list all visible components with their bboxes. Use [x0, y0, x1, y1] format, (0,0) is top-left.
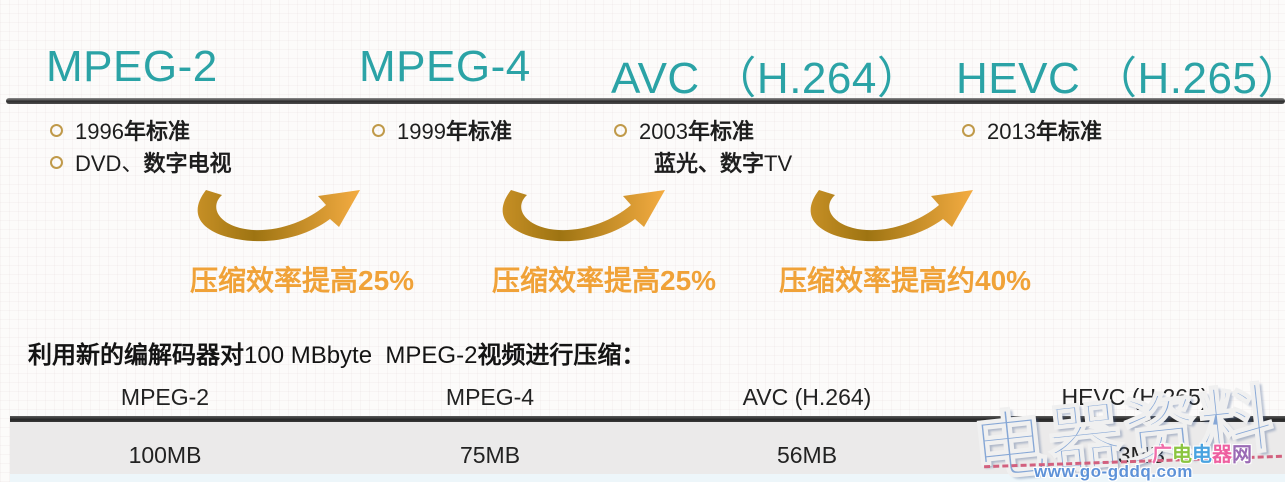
note-bold-suffix: 视频进行压缩： [477, 342, 646, 369]
fact-text: 2013年标准 [987, 119, 1102, 144]
table-value-avc: 56MB [776, 442, 838, 468]
table-header-hevc: HEVC (H.265) [1061, 384, 1209, 410]
bullet-icon [372, 123, 385, 137]
fact-text: 2003年标准 [639, 119, 754, 144]
bullet-icon [50, 155, 63, 169]
table-value-hevc: 33MB [1104, 442, 1166, 468]
codec-title-mpeg4: MPEG-4 [359, 42, 531, 91]
bullet-icon [50, 123, 63, 137]
table-bottom-strip [10, 474, 1285, 482]
efficiency-gain-label: 压缩效率提高25% [492, 265, 717, 296]
table-header-mpeg2: MPEG-2 [120, 384, 210, 410]
fact-text: 蓝光、数字TV [654, 151, 793, 176]
codec-title-hevc: HEVC （H.265） [956, 54, 1285, 103]
bullet-icon [614, 123, 627, 137]
watermark-url: www.go-gddq.com [1034, 462, 1193, 481]
efficiency-gain-label: 压缩效率提高约40% [779, 265, 1032, 296]
table-header-mpeg4: MPEG-4 [445, 384, 535, 410]
note-regular: 100 MBbyte MPEG-2 [244, 342, 478, 369]
efficiency-gain-label: 压缩效率提高25% [190, 265, 415, 296]
header-divider-line [6, 98, 1285, 104]
table-header-avc: AVC (H.264) [742, 384, 872, 410]
efficiency-arrow-icon [810, 190, 973, 242]
fact-hevc-year: 2013年标准 [962, 116, 1102, 144]
codec-title-mpeg2: MPEG-2 [46, 42, 218, 91]
efficiency-arrow-icon [197, 190, 360, 242]
fact-avc-year: 2003年标准 [614, 116, 754, 144]
table-value-row [10, 422, 1285, 474]
fact-mpeg2-usage: DVD、数字电视 [50, 148, 231, 176]
table-value-mpeg4: 75MB [459, 442, 521, 468]
fact-text: 1999年标准 [397, 119, 512, 144]
fact-text: DVD、数字电视 [75, 151, 232, 176]
table-value-mpeg2: 100MB [128, 442, 202, 468]
fact-mpeg2-year: 1996年标准 [50, 116, 190, 144]
compression-note: 利用新的编解码器对100 MBbyte MPEG-2视频进行压缩： [28, 335, 645, 370]
codec-title-avc: AVC （H.264） [611, 54, 922, 103]
fact-text: 1996年标准 [75, 119, 190, 144]
bullet-icon [962, 123, 975, 137]
fact-avc-usage: 蓝光、数字TV [629, 148, 792, 176]
efficiency-arrow-icon [502, 190, 665, 242]
watermark-logo: 广电电器网 [1152, 444, 1252, 466]
note-bold-prefix: 利用新的编解码器对 [28, 342, 244, 369]
fact-mpeg4-year: 1999年标准 [372, 116, 512, 144]
table-divider-line [10, 416, 1285, 422]
